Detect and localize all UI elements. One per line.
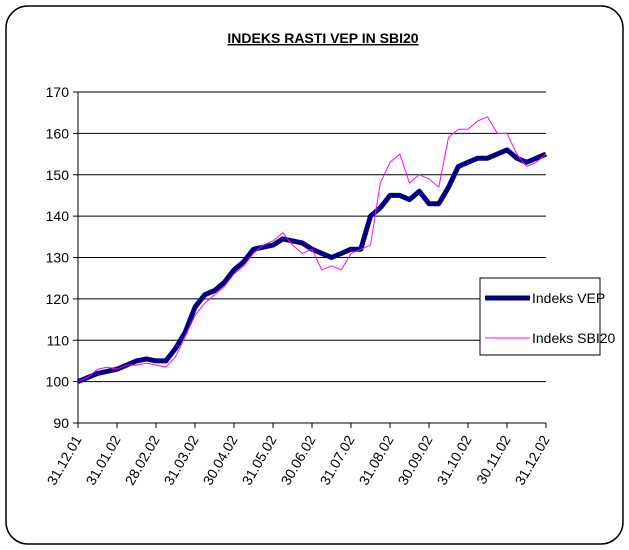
y-tick-label: 100	[46, 374, 70, 390]
y-tick-label: 170	[46, 84, 70, 100]
y-tick-label: 90	[53, 415, 69, 431]
y-tick-label: 160	[46, 125, 70, 141]
chart-title: INDEKS RASTI VEP IN SBI20	[227, 30, 418, 46]
y-tick-label: 120	[46, 291, 70, 307]
legend-label: Indeks SBI20	[532, 330, 615, 346]
legend-label: Indeks VEP	[532, 290, 605, 306]
series-line	[77, 116, 547, 383]
y-tick-label: 140	[46, 208, 70, 224]
legend: Indeks VEP Indeks SBI20	[479, 277, 615, 356]
legend-box	[479, 277, 601, 356]
y-tick-label: 150	[46, 167, 70, 183]
chart-frame	[5, 5, 624, 545]
y-tick-label: 130	[46, 250, 70, 266]
y-tick-label: 110	[47, 332, 70, 348]
